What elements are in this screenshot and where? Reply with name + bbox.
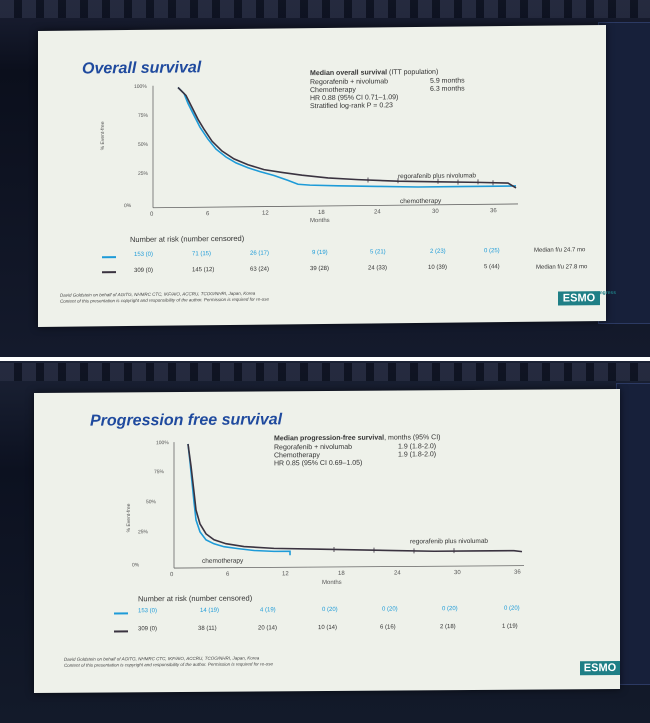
x-axis-label: Months bbox=[310, 217, 330, 225]
curve-label-regorafenib: regorafenib plus nivolumab bbox=[398, 172, 477, 181]
chemotherapy-curve bbox=[177, 86, 516, 188]
censor-marks bbox=[367, 177, 494, 186]
chemotherapy-curve bbox=[187, 443, 291, 556]
photo-overall-survival: Overall survival Median overall survival… bbox=[0, 0, 650, 357]
censor-marks bbox=[333, 546, 455, 554]
risk-cell: 20 (14) bbox=[258, 625, 278, 632]
risk-cell: 4 (19) bbox=[260, 607, 276, 614]
risk-cell: 0 (25) bbox=[484, 248, 500, 255]
x-tick: 0 bbox=[170, 572, 174, 579]
km-plot-pfs bbox=[173, 442, 524, 569]
risk-cell: 1 (19) bbox=[502, 623, 518, 630]
risk-cell: 10 (39) bbox=[428, 264, 448, 271]
risk-cell: 10 (14) bbox=[318, 624, 338, 632]
x-tick: 18 bbox=[318, 209, 325, 217]
legend-swatch-regorafenib bbox=[102, 271, 116, 274]
risk-cell: 5 (44) bbox=[484, 264, 500, 271]
photo-progression-free-survival: Progression free survival Median progres… bbox=[0, 361, 650, 723]
slide-overall-survival: Overall survival Median overall survival… bbox=[38, 25, 616, 327]
risk-cell: 63 (24) bbox=[250, 266, 270, 273]
risk-table-header: Number at risk (number censored) bbox=[130, 233, 245, 245]
curve-label-chemo: chemotherapy bbox=[400, 197, 442, 206]
median-followup: Median f/u 27.8 mo bbox=[536, 264, 588, 271]
x-tick: 30 bbox=[454, 570, 461, 577]
legend-swatch-chemo bbox=[102, 256, 116, 259]
x-axis-line bbox=[174, 565, 524, 569]
esmo-logo: ESMO congress bbox=[558, 290, 616, 306]
risk-cell: 0 (20) bbox=[322, 606, 338, 614]
risk-cell: 5 (21) bbox=[370, 249, 386, 256]
x-tick: 18 bbox=[338, 570, 345, 577]
risk-cell: 24 (33) bbox=[368, 265, 388, 272]
stage-lights bbox=[0, 0, 650, 18]
x-tick: 0 bbox=[150, 211, 154, 218]
risk-cell: 38 (11) bbox=[198, 625, 217, 632]
risk-cell: 0 (20) bbox=[442, 606, 458, 613]
x-tick: 12 bbox=[262, 210, 269, 217]
risk-cell: 153 (0) bbox=[134, 251, 154, 258]
legend-swatch-chemo bbox=[114, 612, 128, 615]
risk-cell: 309 (0) bbox=[134, 267, 154, 274]
stage-lights bbox=[0, 363, 650, 381]
side-screen bbox=[598, 22, 650, 324]
risk-cell: 14 (19) bbox=[200, 607, 220, 614]
x-tick: 24 bbox=[374, 209, 381, 216]
risk-cell: 2 (18) bbox=[440, 624, 456, 631]
risk-cell: 0 (20) bbox=[504, 605, 520, 612]
x-tick: 36 bbox=[514, 569, 521, 576]
risk-cell: 9 (19) bbox=[312, 249, 328, 257]
x-tick: 12 bbox=[282, 571, 289, 578]
risk-cell: 2 (23) bbox=[430, 248, 446, 255]
curve-label-regorafenib: regorafenib plus nivolumab bbox=[410, 537, 489, 546]
curve-label-chemo: chemotherapy bbox=[202, 557, 244, 565]
km-plot-os bbox=[152, 85, 518, 209]
slide-progression-free-survival: Progression free survival Median progres… bbox=[34, 388, 620, 694]
side-screen bbox=[616, 383, 650, 685]
x-tick: 6 bbox=[226, 571, 230, 578]
legend-swatch-regorafenib bbox=[114, 630, 128, 633]
risk-cell: 71 (15) bbox=[192, 251, 212, 258]
x-tick: 6 bbox=[206, 211, 210, 218]
x-tick: 24 bbox=[394, 570, 401, 577]
esmo-logo: ESMO bbox=[580, 660, 620, 676]
regorafenib-curve bbox=[187, 443, 523, 553]
risk-cell: 153 (0) bbox=[138, 608, 158, 615]
risk-cell: 6 (16) bbox=[380, 624, 396, 631]
risk-cell: 309 (0) bbox=[138, 626, 158, 633]
x-axis-line bbox=[153, 203, 518, 209]
x-axis-label: Months bbox=[322, 579, 342, 587]
x-tick: 30 bbox=[432, 208, 439, 215]
risk-cell: 0 (20) bbox=[382, 606, 398, 613]
risk-table-header: Number at risk (number censored) bbox=[138, 593, 253, 604]
risk-cell: 26 (17) bbox=[250, 250, 270, 257]
risk-cell: 145 (12) bbox=[192, 267, 215, 274]
median-followup: Median f/u 24.7 mo bbox=[534, 247, 586, 254]
risk-cell: 39 (28) bbox=[310, 265, 330, 273]
x-tick: 36 bbox=[490, 208, 497, 215]
